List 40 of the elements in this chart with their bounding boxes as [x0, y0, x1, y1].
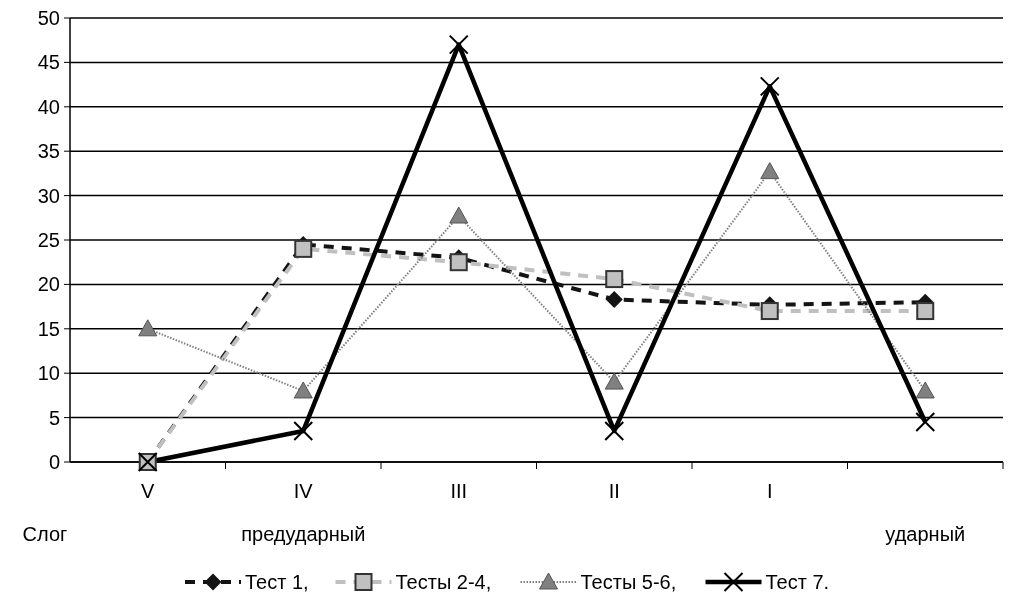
- point: [759, 76, 780, 97]
- point: [138, 319, 158, 337]
- y-tick-label: 50: [37, 7, 60, 29]
- y-tick-label: 25: [37, 229, 60, 251]
- x-tick-label: IV: [293, 480, 314, 502]
- point: [916, 302, 935, 321]
- point: [915, 412, 936, 433]
- point: [915, 381, 935, 399]
- x-tick-label: V: [141, 480, 156, 502]
- legend-label: Тест 1,: [245, 571, 309, 593]
- text: предударный: [241, 523, 366, 545]
- y-tick-label: 30: [37, 184, 60, 207]
- x-tick-label: II: [608, 480, 620, 502]
- legend-label: Тесты 2-4,: [395, 571, 492, 593]
- legend-label: Тесты 5-6,: [580, 571, 677, 593]
- point: [604, 372, 624, 390]
- text: ударный: [885, 523, 966, 545]
- x-tick-label: I: [766, 480, 773, 502]
- y-tick-label: 0: [48, 451, 60, 473]
- point: [604, 420, 625, 441]
- point: [449, 206, 469, 224]
- y-tick-label: 15: [37, 317, 60, 340]
- point: [760, 302, 779, 321]
- point: [293, 381, 313, 399]
- point: [293, 420, 314, 441]
- y-tick-label: 20: [37, 273, 60, 296]
- y-tick-label: 40: [37, 95, 60, 118]
- point: [448, 34, 469, 55]
- y-tick-label: 5: [48, 406, 60, 429]
- y-tick-label: 10: [37, 362, 60, 385]
- text: Слог: [22, 523, 68, 545]
- legend-label: Тест 7.: [765, 571, 830, 593]
- y-tick-label: 35: [37, 140, 60, 163]
- point: [605, 291, 623, 308]
- x-tick-label: III: [450, 480, 468, 502]
- point: [605, 270, 624, 289]
- point: [294, 239, 313, 258]
- point: [760, 162, 780, 180]
- point: [449, 253, 468, 272]
- y-tick-label: 45: [37, 51, 60, 74]
